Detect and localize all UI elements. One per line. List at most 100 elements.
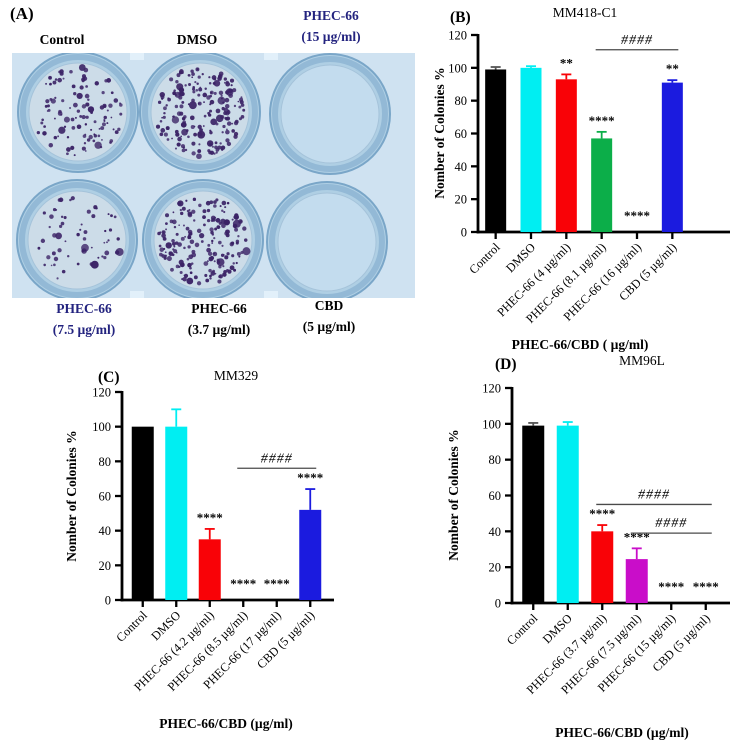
colony-dot bbox=[226, 141, 232, 147]
colony-dot bbox=[71, 126, 76, 130]
colony-dot bbox=[198, 233, 205, 239]
colony-dot bbox=[189, 266, 192, 270]
colony-dot bbox=[42, 131, 47, 136]
colony-dot bbox=[98, 127, 101, 130]
significance-label: **** bbox=[693, 579, 719, 594]
y-tick-label: 80 bbox=[99, 455, 112, 469]
bar-dmso bbox=[520, 67, 542, 232]
colony-dot bbox=[163, 247, 166, 251]
colony-dot bbox=[108, 228, 113, 232]
colony-dot bbox=[191, 72, 195, 76]
colony-dot bbox=[50, 264, 53, 267]
colony-dot bbox=[187, 235, 192, 240]
y-tick-label: 80 bbox=[489, 453, 502, 467]
colony-dot bbox=[106, 109, 109, 112]
significance-label: ** bbox=[560, 55, 573, 70]
colony-dot bbox=[213, 77, 217, 81]
colony-dot bbox=[215, 198, 219, 202]
colony-dot bbox=[117, 127, 121, 131]
colony-dot bbox=[63, 216, 67, 220]
colony-dot bbox=[91, 214, 96, 219]
significance-label: **** bbox=[589, 506, 615, 521]
colony-dot bbox=[73, 154, 76, 157]
well-ring bbox=[19, 182, 135, 298]
colony-dot bbox=[223, 107, 229, 113]
colony-dot bbox=[180, 236, 185, 241]
colony-dot bbox=[63, 125, 67, 128]
colony-dot bbox=[84, 133, 87, 136]
bar-cbd-5-g-ml- bbox=[299, 509, 322, 600]
colony-dot bbox=[103, 241, 106, 244]
colony-dot bbox=[60, 215, 64, 219]
colony-dot bbox=[178, 224, 180, 226]
colony-dot bbox=[208, 268, 212, 273]
colony-dot bbox=[60, 113, 63, 116]
panel-a-label-phec75-line1: PHEC-66 bbox=[56, 301, 112, 316]
colony-dot bbox=[165, 213, 170, 218]
colony-dot bbox=[40, 121, 44, 125]
colony-dot bbox=[81, 146, 86, 151]
colony-dot bbox=[229, 265, 235, 271]
colony-dot bbox=[175, 264, 180, 269]
colony-dot bbox=[242, 247, 251, 256]
panel-a-label-dmso: DMSO bbox=[176, 32, 218, 47]
colony-dot bbox=[223, 77, 228, 81]
colony-dot bbox=[231, 254, 235, 258]
colony-dot bbox=[178, 87, 185, 93]
colony-dot bbox=[220, 253, 225, 257]
colony-dot bbox=[159, 247, 165, 252]
y-tick-label: 120 bbox=[448, 29, 467, 43]
colony-dot bbox=[87, 106, 95, 113]
colony-dot bbox=[197, 75, 201, 79]
colony-assay-photo bbox=[12, 53, 415, 298]
colony-dot bbox=[115, 247, 124, 256]
colony-dot bbox=[184, 84, 187, 87]
y-tick-label: 120 bbox=[92, 386, 111, 400]
colony-dot bbox=[175, 132, 180, 137]
colony-dot bbox=[217, 96, 226, 105]
colony-dot bbox=[163, 132, 168, 137]
y-tick-label: 20 bbox=[455, 193, 468, 207]
colony-dot bbox=[163, 106, 167, 111]
colony-dot bbox=[86, 209, 91, 214]
colony-dot bbox=[193, 132, 198, 137]
panel-a-tag: (A) bbox=[10, 4, 34, 23]
colony-dot bbox=[224, 255, 229, 260]
colony-dot bbox=[185, 226, 190, 231]
colony-dot bbox=[229, 78, 235, 83]
colony-dot bbox=[206, 247, 211, 253]
colony-dot bbox=[61, 269, 66, 274]
colony-dot bbox=[232, 262, 235, 265]
colony-dot bbox=[165, 126, 170, 131]
colony-dot bbox=[211, 233, 215, 236]
colony-dot bbox=[237, 235, 240, 238]
bar-phec-66-7.5-g-ml- bbox=[625, 559, 648, 603]
colony-dot bbox=[60, 221, 65, 226]
well-dmso bbox=[139, 53, 261, 173]
colony-dot bbox=[213, 260, 216, 263]
colony-dot bbox=[196, 281, 202, 286]
colony-dot bbox=[113, 215, 117, 219]
colony-dot bbox=[204, 87, 207, 90]
colony-dot bbox=[203, 223, 206, 227]
colony-dot bbox=[55, 208, 58, 211]
colony-dot bbox=[218, 240, 222, 245]
y-axis-label: Nomber of Colonies % bbox=[64, 430, 79, 561]
colony-dot bbox=[57, 135, 60, 138]
colony-dot bbox=[63, 116, 70, 123]
colony-dot bbox=[189, 239, 195, 245]
y-tick-label: 0 bbox=[105, 594, 111, 608]
colony-dot bbox=[57, 198, 62, 202]
y-axis-label: Nomber of Colonies % bbox=[446, 429, 461, 560]
panel-tag: (B) bbox=[450, 9, 471, 26]
bar-dmso bbox=[165, 426, 188, 600]
colony-dot bbox=[171, 116, 180, 124]
bar-phec-66-4-g-ml- bbox=[555, 79, 577, 232]
colony-dot bbox=[181, 206, 186, 211]
colony-dot bbox=[166, 256, 172, 262]
bar-phec-66-3.7-g-ml- bbox=[591, 531, 614, 603]
colony-dot bbox=[173, 225, 177, 229]
colony-dot bbox=[238, 255, 241, 258]
colony-dot bbox=[110, 91, 114, 95]
